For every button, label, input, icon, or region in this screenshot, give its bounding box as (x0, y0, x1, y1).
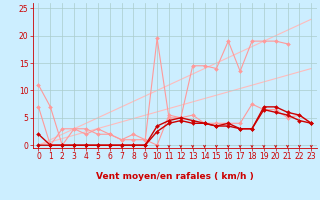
X-axis label: Vent moyen/en rafales ( km/h ): Vent moyen/en rafales ( km/h ) (96, 172, 254, 181)
